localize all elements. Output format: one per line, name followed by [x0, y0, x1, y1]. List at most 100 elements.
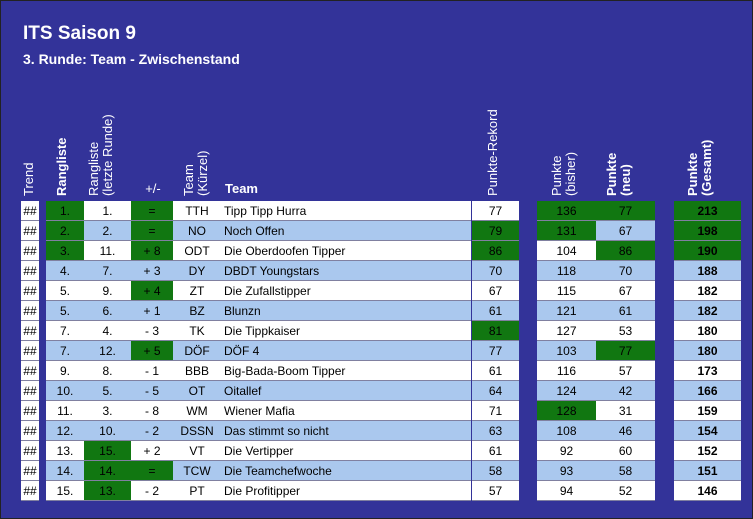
cell-last: 7.: [84, 261, 131, 281]
cell-last: 2.: [84, 221, 131, 241]
cell-gesamt: 159: [674, 401, 741, 421]
page-title: ITS Saison 9: [23, 23, 136, 44]
table-row: ## 1. 1. = TTH Tipp Tipp Hurra 77 136 77 213: [1, 201, 752, 221]
cell-trend: ##: [21, 321, 39, 341]
cell-gesamt: 198: [674, 221, 741, 241]
cell-rank: 14.: [46, 461, 84, 481]
cell-last: 3.: [84, 401, 131, 421]
cell-bisher: 127: [537, 321, 596, 341]
cell-bisher: 121: [537, 301, 596, 321]
cell-trend: ##: [21, 301, 39, 321]
cell-last: 11.: [84, 241, 131, 261]
cell-neu: 70: [596, 261, 655, 281]
cell-team: Die Zufallstipper: [221, 281, 471, 301]
header-rang-last-line2: (letzte Runde): [100, 114, 115, 196]
cell-code: DY: [173, 261, 221, 281]
cell-team: Big-Bada-Boom Tipper: [221, 361, 471, 381]
cell-team: Tipp Tipp Hurra: [221, 201, 471, 221]
cell-neu: 77: [596, 341, 655, 361]
cell-gesamt: 180: [674, 321, 741, 341]
header-trend: Trend: [21, 162, 36, 196]
cell-rekord: 79: [472, 221, 519, 241]
cell-trend: ##: [21, 341, 39, 361]
cell-trend: ##: [21, 381, 39, 401]
header-bisher: Punkte (bisher): [549, 141, 578, 196]
cell-diff: - 8: [131, 401, 173, 421]
table-row: ## 14. 14. = TCW Die Teamchefwoche 58 93 58 151: [1, 461, 752, 481]
cell-gesamt: 154: [674, 421, 741, 441]
cell-rekord: 61: [472, 441, 519, 461]
cell-rank: 10.: [46, 381, 84, 401]
cell-gesamt: 152: [674, 441, 741, 461]
cell-bisher: 103: [537, 341, 596, 361]
cell-last: 1.: [84, 201, 131, 221]
cell-diff: - 3: [131, 321, 173, 341]
cell-team: Noch Offen: [221, 221, 471, 241]
cell-trend: ##: [21, 441, 39, 461]
cell-rekord: 77: [472, 201, 519, 221]
cell-trend: ##: [21, 401, 39, 421]
cell-neu: 53: [596, 321, 655, 341]
cell-code: NO: [173, 221, 221, 241]
cell-neu: 67: [596, 221, 655, 241]
cell-team: Wiener Mafia: [221, 401, 471, 421]
cell-rank: 1.: [46, 201, 84, 221]
cell-team: Blunzn: [221, 301, 471, 321]
cell-gesamt: 173: [674, 361, 741, 381]
cell-rekord: 64: [472, 381, 519, 401]
table-row: ## 15. 13. - 2 PT Die Profitipper 57 94 52 146: [1, 481, 752, 501]
table-row: ## 5. 9. + 4 ZT Die Zufallstipper 67 115 67 182: [1, 281, 752, 301]
header-bisher-line2: (bisher): [563, 151, 578, 196]
header-rang: Rangliste: [54, 137, 69, 196]
cell-gesamt: 180: [674, 341, 741, 361]
cell-trend: ##: [21, 261, 39, 281]
cell-rekord: 63: [472, 421, 519, 441]
cell-bisher: 136: [537, 201, 596, 221]
cell-team: Die Profitipper: [221, 481, 471, 501]
cell-neu: 31: [596, 401, 655, 421]
cell-team: Die Oberdoofen Tipper: [221, 241, 471, 261]
cell-code: ZT: [173, 281, 221, 301]
table-row: ## 10. 5. - 5 OT Oitallef 64 124 42 166: [1, 381, 752, 401]
table-row: ## 4. 7. + 3 DY DBDT Youngstars 70 118 70 188: [1, 261, 752, 281]
cell-gesamt: 166: [674, 381, 741, 401]
cell-bisher: 116: [537, 361, 596, 381]
cell-diff: + 8: [131, 241, 173, 261]
cell-last: 14.: [84, 461, 131, 481]
table-row: ## 12. 10. - 2 DSSN Das stimmt so nicht 63 108 4…: [1, 421, 752, 441]
cell-last: 9.: [84, 281, 131, 301]
cell-code: DÖF: [173, 341, 221, 361]
header-neu-line2: (neu): [618, 164, 633, 196]
cell-bisher: 131: [537, 221, 596, 241]
table-row: ## 11. 3. - 8 WM Wiener Mafia 71 128 31 159: [1, 401, 752, 421]
cell-trend: ##: [21, 241, 39, 261]
cell-neu: 58: [596, 461, 655, 481]
cell-rank: 4.: [46, 261, 84, 281]
header-neu: Punkte (neu): [604, 141, 633, 196]
cell-bisher: 115: [537, 281, 596, 301]
cell-neu: 60: [596, 441, 655, 461]
cell-last: 4.: [84, 321, 131, 341]
cell-trend: ##: [21, 281, 39, 301]
header-rekord: Punkte-Rekord: [485, 109, 500, 196]
cell-gesamt: 213: [674, 201, 741, 221]
cell-bisher: 118: [537, 261, 596, 281]
header-gesamt: Punkte (Gesamt): [685, 131, 714, 196]
cell-rekord: 77: [472, 341, 519, 361]
header-gesamt-line1: Punkte: [685, 152, 700, 196]
table-row: ## 2. 2. = NO Noch Offen 79 131 67 198: [1, 221, 752, 241]
cell-diff: - 5: [131, 381, 173, 401]
table-row: ## 7. 12. + 5 DÖF DÖF 4 77 103 77 180: [1, 341, 752, 361]
cell-team: Die Vertipper: [221, 441, 471, 461]
cell-trend: ##: [21, 361, 39, 381]
cell-team: Das stimmt so nicht: [221, 421, 471, 441]
cell-gesamt: 190: [674, 241, 741, 261]
header-team: Team: [225, 181, 258, 196]
table-row: ## 13. 15. + 2 VT Die Vertipper 61 92 60 152: [1, 441, 752, 461]
cell-last: 8.: [84, 361, 131, 381]
cell-trend: ##: [21, 201, 39, 221]
header-rang-last-line1: Rangliste: [86, 141, 101, 196]
cell-neu: 77: [596, 201, 655, 221]
cell-rekord: 67: [472, 281, 519, 301]
